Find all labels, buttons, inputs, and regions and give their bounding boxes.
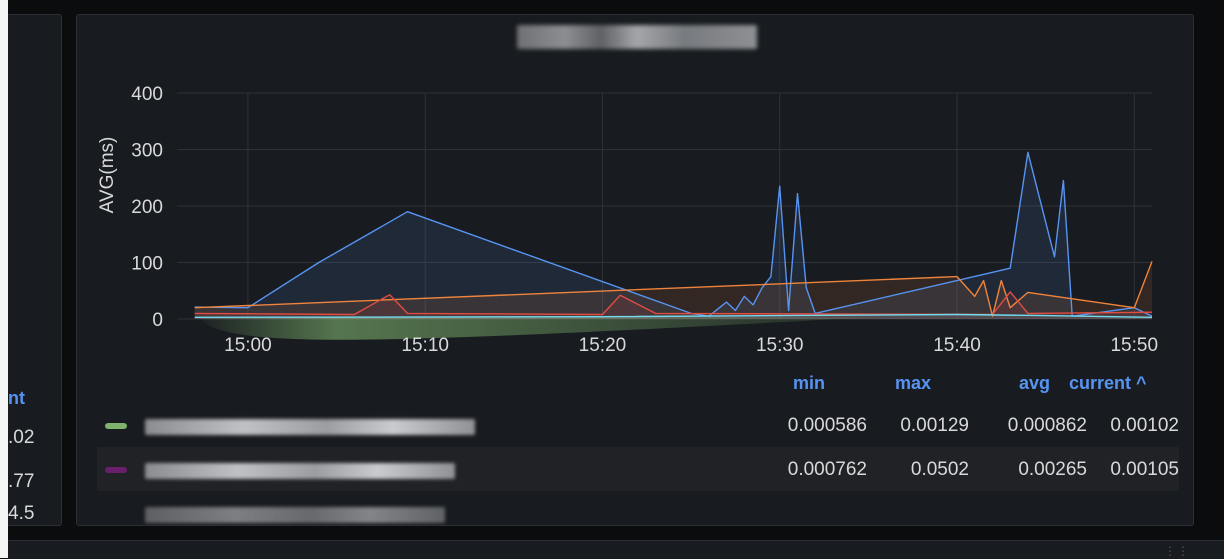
resize-handle-icon[interactable]: ⋮⋮ (1164, 544, 1190, 558)
series-line (194, 261, 1153, 317)
legend-min-value: 0.000586 (787, 415, 867, 436)
panel-title-redacted[interactable] (517, 25, 757, 49)
next-panel-edge: ⋮⋮ (8, 540, 1224, 559)
legend-max-value: 0.0502 (910, 459, 969, 480)
series-color-swatch[interactable] (105, 423, 127, 429)
legend-avg-value: 0.00265 (1018, 459, 1087, 480)
series-area (194, 152, 1152, 319)
legend-header-max[interactable]: max (895, 373, 932, 393)
legend-header-avg[interactable]: avg (1019, 373, 1051, 393)
y-axis-label: AVG(ms) (97, 137, 118, 214)
x-tick-label: 15:40 (933, 335, 981, 356)
chart-series-fills (194, 152, 1152, 340)
series-area-green (202, 317, 877, 340)
series-line (194, 313, 1153, 318)
left-legend-value: 4.5 (8, 503, 35, 524)
y-tick-label: 400 (131, 84, 163, 105)
legend-current-value: 0.00102 (1110, 415, 1179, 436)
series-line (194, 151, 1153, 317)
x-tick-label: 15:30 (756, 335, 804, 356)
y-tick-label: 100 (131, 254, 163, 275)
left-legend-value: .02 (8, 427, 35, 448)
legend-row-partial[interactable] (97, 493, 1179, 525)
legend-min-value: 0.000762 (787, 459, 867, 480)
x-tick-label: 15:20 (579, 335, 627, 356)
x-axis-ticks: 15:00 15:10 15:20 15:30 15:40 15:50 (224, 335, 1158, 356)
series-name-redacted[interactable] (145, 419, 475, 435)
legend-avg-value: 0.000862 (1007, 415, 1087, 436)
graph-panel: AVG(ms) 400 300 200 100 0 15:00 15:10 15:20 15:… (76, 14, 1194, 526)
x-tick-label: 15:10 (401, 335, 449, 356)
series-area (194, 261, 1152, 319)
x-tick-label: 15:50 (1110, 335, 1158, 356)
series-name-redacted[interactable] (145, 463, 455, 479)
legend-header-current[interactable]: current ^ (1069, 373, 1147, 393)
legend-row[interactable]: 0.000762 0.0502 0.00265 0.00105 (97, 447, 1179, 491)
chart-series-lines (194, 151, 1153, 318)
y-tick-label: 300 (131, 141, 163, 162)
left-window-edge (0, 0, 8, 558)
left-partial-panel: nt .02 .77 4.5 (8, 14, 62, 526)
y-axis-ticks: 400 300 200 100 0 (131, 84, 163, 331)
legend-header-min[interactable]: min (793, 373, 826, 393)
y-tick-label: 200 (131, 197, 163, 218)
series-name-redacted[interactable] (145, 507, 445, 523)
y-tick-label: 0 (152, 310, 163, 331)
series-line (194, 291, 1153, 316)
chart-grid (177, 92, 1152, 320)
left-legend-value: .77 (8, 471, 35, 492)
x-tick-label: 15:00 (224, 335, 272, 356)
legend-row[interactable]: 0.000586 0.00129 0.000862 0.00102 (97, 403, 1179, 447)
left-legend-header[interactable]: nt (8, 388, 25, 408)
legend-max-value: 0.00129 (900, 415, 969, 436)
series-color-swatch[interactable] (105, 467, 127, 473)
legend-current-value: 0.00105 (1110, 459, 1179, 480)
